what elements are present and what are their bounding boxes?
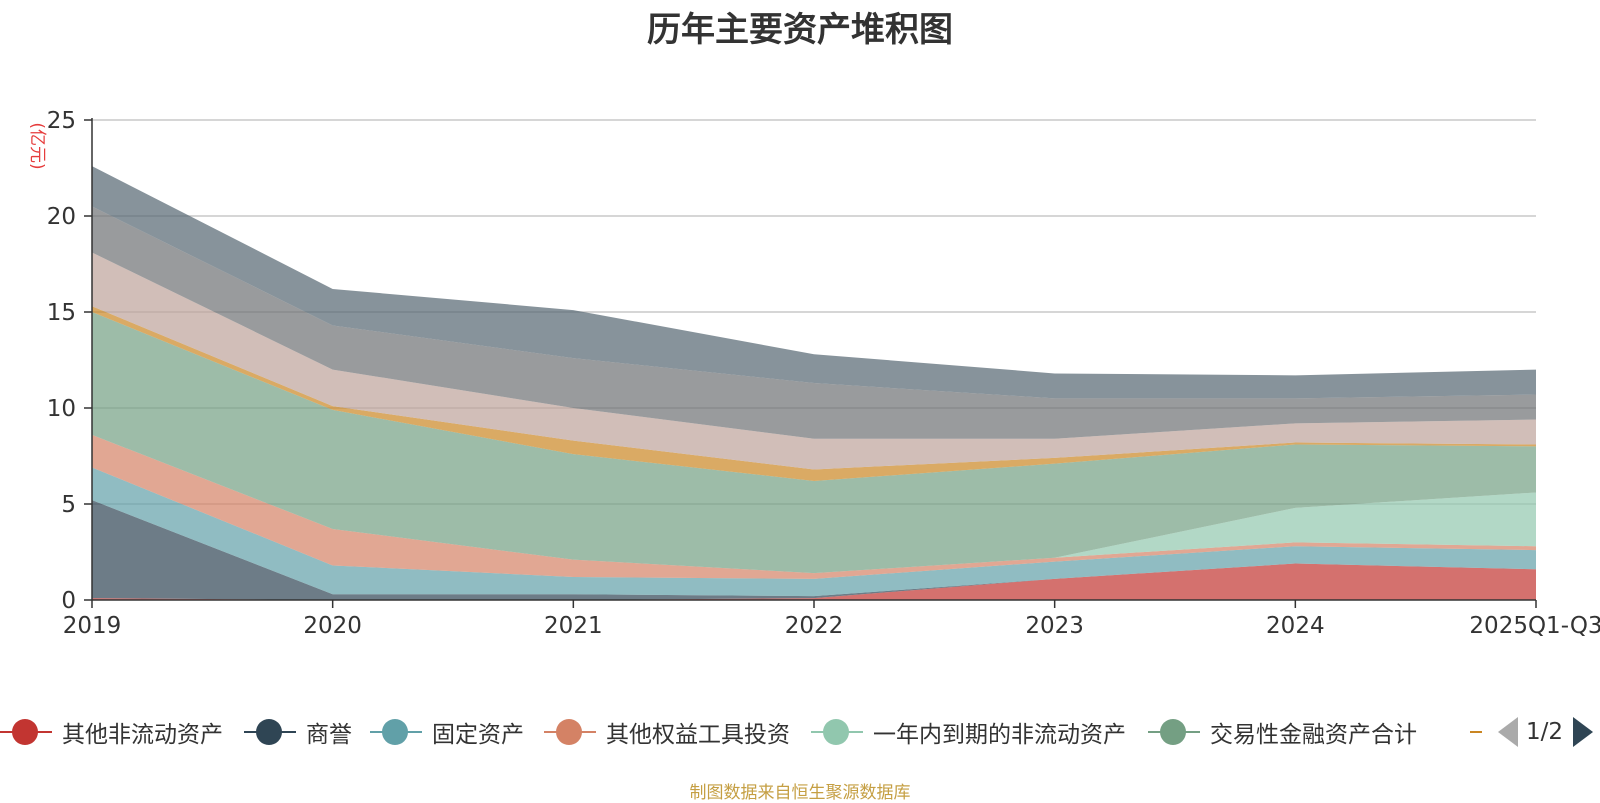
legend-item-noncurrent-due-within-one-year[interactable]: 一年内到期的非流动资产 — [811, 712, 1126, 752]
area-series-5 — [92, 312, 1536, 574]
previous-page-icon[interactable] — [1498, 717, 1518, 747]
area-series-group — [92, 166, 1536, 600]
x-tick-label: 2023 — [1025, 613, 1084, 639]
chart-title: 历年主要资产堆积图 — [647, 10, 953, 50]
legend-marker-icon — [544, 718, 596, 746]
data-source-note: 制图数据来自恒生聚源数据库 — [689, 783, 911, 803]
area-series-9 — [92, 166, 1536, 399]
legend-marker-icon — [1148, 718, 1200, 746]
x-tick-label: 2022 — [785, 613, 844, 639]
y-tick-label: 25 — [47, 108, 76, 134]
x-tick-label: 2024 — [1266, 613, 1325, 639]
x-tick-label: 2021 — [544, 613, 603, 639]
x-tick-label: 2020 — [303, 613, 362, 639]
legend-label: 商誉 — [306, 722, 352, 748]
area-series-1 — [92, 500, 1536, 600]
legend-item-truncated[interactable] — [1470, 712, 1492, 752]
y-tick-label: 0 — [61, 588, 76, 614]
y-tick-label: 20 — [47, 204, 76, 230]
x-tick-label: 2019 — [63, 613, 122, 639]
legend-item-goodwill[interactable]: 商誉 — [244, 712, 352, 752]
legend-pager: 1/2 — [1498, 712, 1594, 752]
area-series-2 — [92, 467, 1536, 597]
legend-label: 交易性金融资产合计 — [1210, 722, 1417, 748]
legend-marker-icon — [0, 718, 52, 746]
y-tick-label: 15 — [47, 300, 76, 326]
area-series-8 — [92, 206, 1536, 439]
legend-item-fixed-assets[interactable]: 固定资产 — [370, 712, 524, 752]
legend-marker-icon — [244, 718, 296, 746]
legend-marker-icon — [811, 718, 863, 746]
legend-label: 其他权益工具投资 — [606, 722, 790, 748]
x-tick-label: 2025Q1-Q3 — [1469, 613, 1600, 639]
y-axis-unit-label: (亿元) — [27, 122, 47, 169]
legend: 其他非流动资产 商誉 固定资产 其他权益工具投资 一年内到期的非流动资产 交易性… — [0, 712, 1600, 752]
legend-label: 其他非流动资产 — [62, 722, 223, 748]
legend-item-other-noncurrent-assets[interactable]: 其他非流动资产 — [0, 712, 223, 752]
area-series-4 — [92, 434, 1536, 574]
axes: 0 5 10 15 20 25 2019 2020 2021 2022 2023 2024 2025Q1… — [47, 108, 1600, 639]
legend-page-indicator: 1/2 — [1526, 719, 1564, 745]
legend-label: 一年内到期的非流动资产 — [873, 722, 1126, 748]
next-page-icon[interactable] — [1573, 717, 1594, 747]
legend-item-trading-financial-assets[interactable]: 交易性金融资产合计 — [1148, 712, 1417, 752]
area-series-7 — [92, 252, 1536, 470]
area-series-0 — [92, 563, 1536, 600]
legend-item-other-equity-investments[interactable]: 其他权益工具投资 — [544, 712, 790, 752]
y-tick-label: 10 — [47, 396, 76, 422]
legend-marker-icon — [370, 718, 422, 746]
y-tick-label: 5 — [61, 492, 76, 518]
legend-label: 固定资产 — [432, 722, 524, 748]
legend-marker-icon — [1470, 718, 1482, 746]
